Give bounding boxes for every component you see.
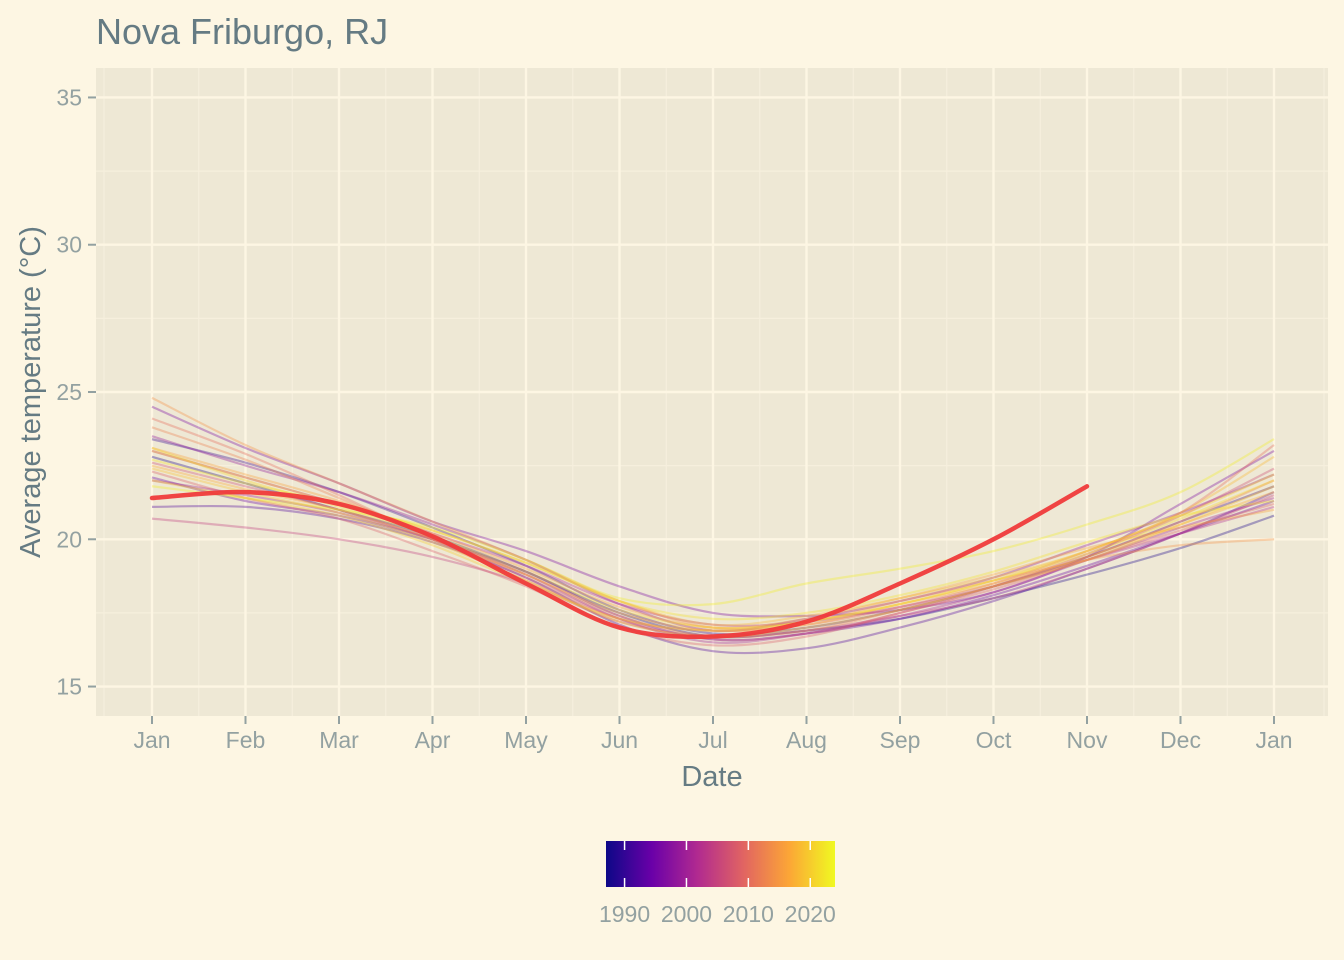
x-axis: Jan Feb Mar Apr May Jun Jul Aug Sep Oct Nov Dec Jan [133, 716, 1293, 753]
colorbar-legend: 1990 2000 2010 2020 [599, 841, 836, 927]
y-tick-label: 35 [56, 84, 82, 110]
x-tick-label: Feb [226, 727, 266, 753]
series-line [151, 461, 1275, 642]
x-tick-label: Aug [786, 727, 827, 753]
series-line [151, 464, 1275, 633]
series-line [151, 438, 1275, 607]
colorbar-tick-label: 2020 [785, 901, 836, 927]
x-tick-label: Oct [976, 727, 1012, 753]
x-tick-label: Mar [319, 727, 359, 753]
x-tick-label: Dec [1160, 727, 1201, 753]
x-tick-label: Apr [415, 727, 451, 753]
colorbar-tick-label: 2010 [723, 901, 774, 927]
series-line [151, 470, 1275, 647]
series-line-highlight [149, 484, 1090, 640]
colorbar-tick-label: 2000 [661, 901, 712, 927]
x-tick-label: Jan [1255, 727, 1292, 753]
y-tick-label: 30 [56, 232, 82, 258]
series-line [151, 438, 1275, 636]
series-line [151, 417, 1275, 632]
y-tick-label: 15 [56, 674, 82, 700]
x-tick-label: Jul [698, 727, 727, 753]
series-line [151, 446, 1275, 630]
series-line [151, 473, 1275, 632]
colorbar-ticks: 1990 2000 2010 2020 [599, 841, 836, 927]
series-line [151, 405, 1275, 618]
x-axis-title: Date [681, 761, 742, 793]
series-lines [149, 396, 1275, 655]
x-tick-label: Sep [880, 727, 921, 753]
series-line [151, 446, 1275, 630]
series-line [151, 435, 1275, 633]
x-tick-label: Jun [601, 727, 638, 753]
series-line [151, 479, 1275, 644]
chart-title: Nova Friburgo, RJ [96, 11, 388, 52]
x-tick-label: Nov [1067, 727, 1108, 753]
series-line [151, 396, 1275, 630]
series-line [151, 476, 1275, 642]
x-tick-label: Jan [133, 727, 170, 753]
y-axis: 15 20 25 30 35 [56, 84, 96, 700]
colorbar-tick-label: 1990 [599, 901, 650, 927]
series-line [151, 491, 1275, 655]
y-tick-label: 25 [56, 379, 82, 405]
x-tick-label: May [504, 727, 548, 753]
major-gridlines [96, 68, 1328, 716]
y-axis-title: Average temperature (°C) [15, 226, 47, 558]
y-tick-label: 20 [56, 526, 82, 552]
colorbar [606, 841, 835, 887]
